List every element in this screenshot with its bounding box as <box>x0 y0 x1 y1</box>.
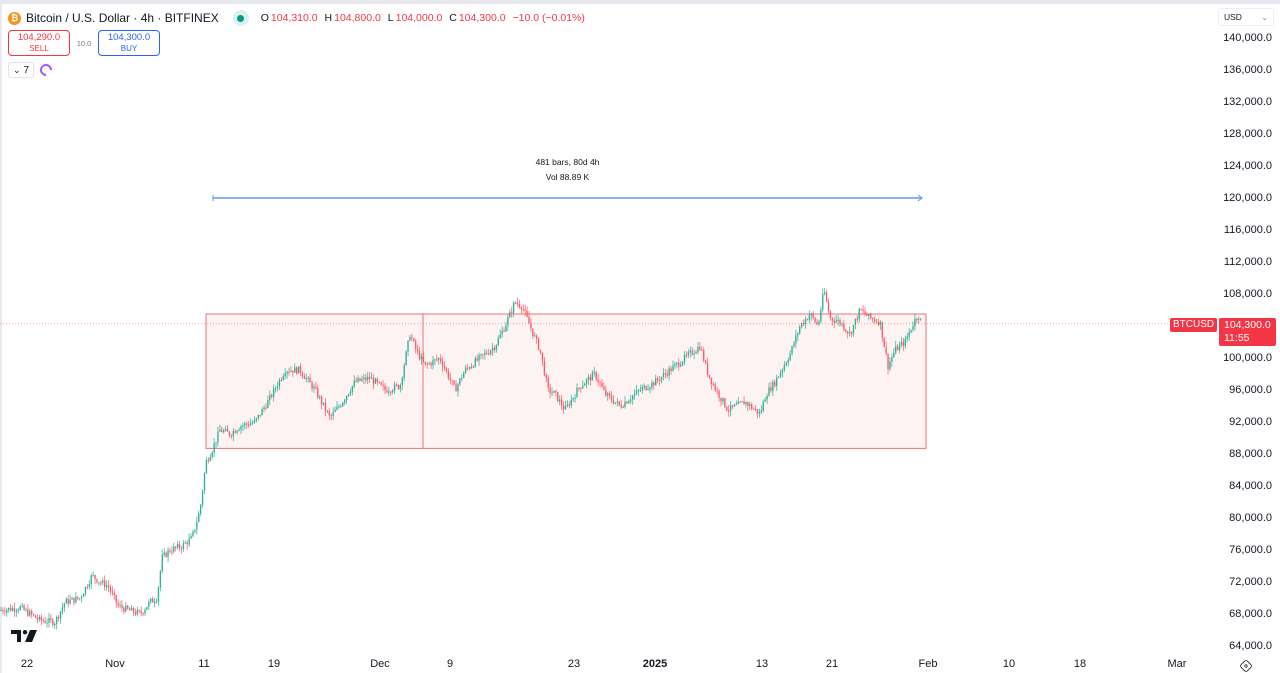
time-tick: 13 <box>755 658 769 670</box>
range-box[interactable] <box>205 313 927 449</box>
chevron-down-icon: ⌄ <box>13 65 21 75</box>
price-tick: 96,000.0 <box>1229 384 1272 396</box>
measure-volume: Vol 88.89 K <box>545 172 590 182</box>
price-tick: 128,000.0 <box>1223 128 1272 140</box>
candlestick-chart[interactable] <box>0 0 1180 673</box>
time-tick: Dec <box>370 658 390 670</box>
time-tick: 10 <box>1002 658 1016 670</box>
trade-panel: 104,290.0 SELL 10.0 104,300.0 BUY <box>8 30 160 56</box>
measure-info: 481 bars, 80d 4h Vol 88.89 K <box>536 155 600 185</box>
currency-select[interactable]: USD ⌄ <box>1218 8 1274 26</box>
bitcoin-icon: ₿ <box>8 11 21 25</box>
chevron-down-icon: ⌄ <box>1261 12 1268 22</box>
time-tick: 22 <box>20 658 34 670</box>
high-value: 104,800.0 <box>334 12 381 24</box>
indicators-count: 7 <box>23 64 30 76</box>
price-tick: 108,000.0 <box>1223 288 1272 300</box>
time-tick: 23 <box>567 658 581 670</box>
low-value: 104,000.0 <box>395 12 443 24</box>
time-tick: Nov <box>105 658 125 670</box>
symbol-title[interactable]: Bitcoin / U.S. Dollar · 4h · BITFINEX <box>26 11 219 25</box>
price-tick: 140,000.0 <box>1223 32 1272 44</box>
buy-price: 104,300.0 <box>107 31 151 43</box>
time-tick: 21 <box>825 658 839 670</box>
price-tick: 72,000.0 <box>1229 576 1272 588</box>
ohlc-values: O 104,310.0 H 104,800.0 L 104,000.0 C 104,30… <box>260 12 585 24</box>
window-top-border <box>0 0 1280 4</box>
sell-label: SELL <box>29 43 49 53</box>
price-tick: 112,000.0 <box>1223 256 1272 268</box>
price-tick: 92,000.0 <box>1229 416 1272 428</box>
tradingview-logo-icon[interactable] <box>11 630 37 642</box>
bar-countdown: 11:55 <box>1224 332 1250 344</box>
price-tick: 88,000.0 <box>1229 448 1272 460</box>
time-tick: Mar <box>1167 658 1187 670</box>
symbol-legend[interactable]: ₿ Bitcoin / U.S. Dollar · 4h · BITFINEX … <box>8 10 587 26</box>
time-tick: Feb <box>918 658 938 670</box>
indicators-toggle-button[interactable]: ⌄ 7 <box>8 62 35 78</box>
close-value: 104,300.0 <box>458 12 506 24</box>
buy-label: BUY <box>120 43 138 53</box>
price-tick: 116,000.0 <box>1223 224 1272 236</box>
market-status-icon[interactable] <box>232 10 249 26</box>
open-value: 104,310.0 <box>270 12 318 24</box>
price-tick: 84,000.0 <box>1229 480 1272 492</box>
price-tick: 80,000.0 <box>1229 512 1272 524</box>
price-tick: 124,000.0 <box>1223 160 1272 172</box>
left-panel-border <box>0 4 2 673</box>
sync-icon[interactable] <box>37 61 55 79</box>
currency-label: USD <box>1224 12 1242 22</box>
price-tick: 68,000.0 <box>1229 608 1272 620</box>
measure-bars: 481 bars, 80d 4h <box>535 157 600 167</box>
last-price-value: 104,300.0 <box>1224 319 1271 331</box>
price-tick: 76,000.0 <box>1229 544 1272 556</box>
price-tick: 120,000.0 <box>1223 192 1272 204</box>
price-tick: 136,000.0 <box>1223 64 1272 76</box>
time-tick: 18 <box>1073 658 1087 670</box>
price-tick: 64,000.0 <box>1229 640 1272 652</box>
buy-button[interactable]: 104,300.0 BUY <box>98 30 160 56</box>
last-price-label: 104,300.0 11:55 <box>1219 318 1276 346</box>
time-tick: 19 <box>267 658 281 670</box>
time-tick: 9 <box>446 658 454 670</box>
symbol-price-tag: BTCUSD <box>1170 318 1218 332</box>
time-tick: 11 <box>198 658 210 670</box>
time-tick: 2025 <box>642 658 668 670</box>
sell-button[interactable]: 104,290.0 SELL <box>8 30 70 56</box>
price-tick: 132,000.0 <box>1223 96 1272 108</box>
indicators-row: ⌄ 7 <box>8 61 55 79</box>
sell-price: 104,290.0 <box>17 31 61 43</box>
date-price-range-measure[interactable] <box>212 194 923 202</box>
spread-value: 10.0 <box>76 38 92 48</box>
price-tick: 100,000.0 <box>1223 352 1272 364</box>
candles <box>0 288 922 630</box>
change-value: −10.0 (−0.01%) <box>512 12 585 24</box>
